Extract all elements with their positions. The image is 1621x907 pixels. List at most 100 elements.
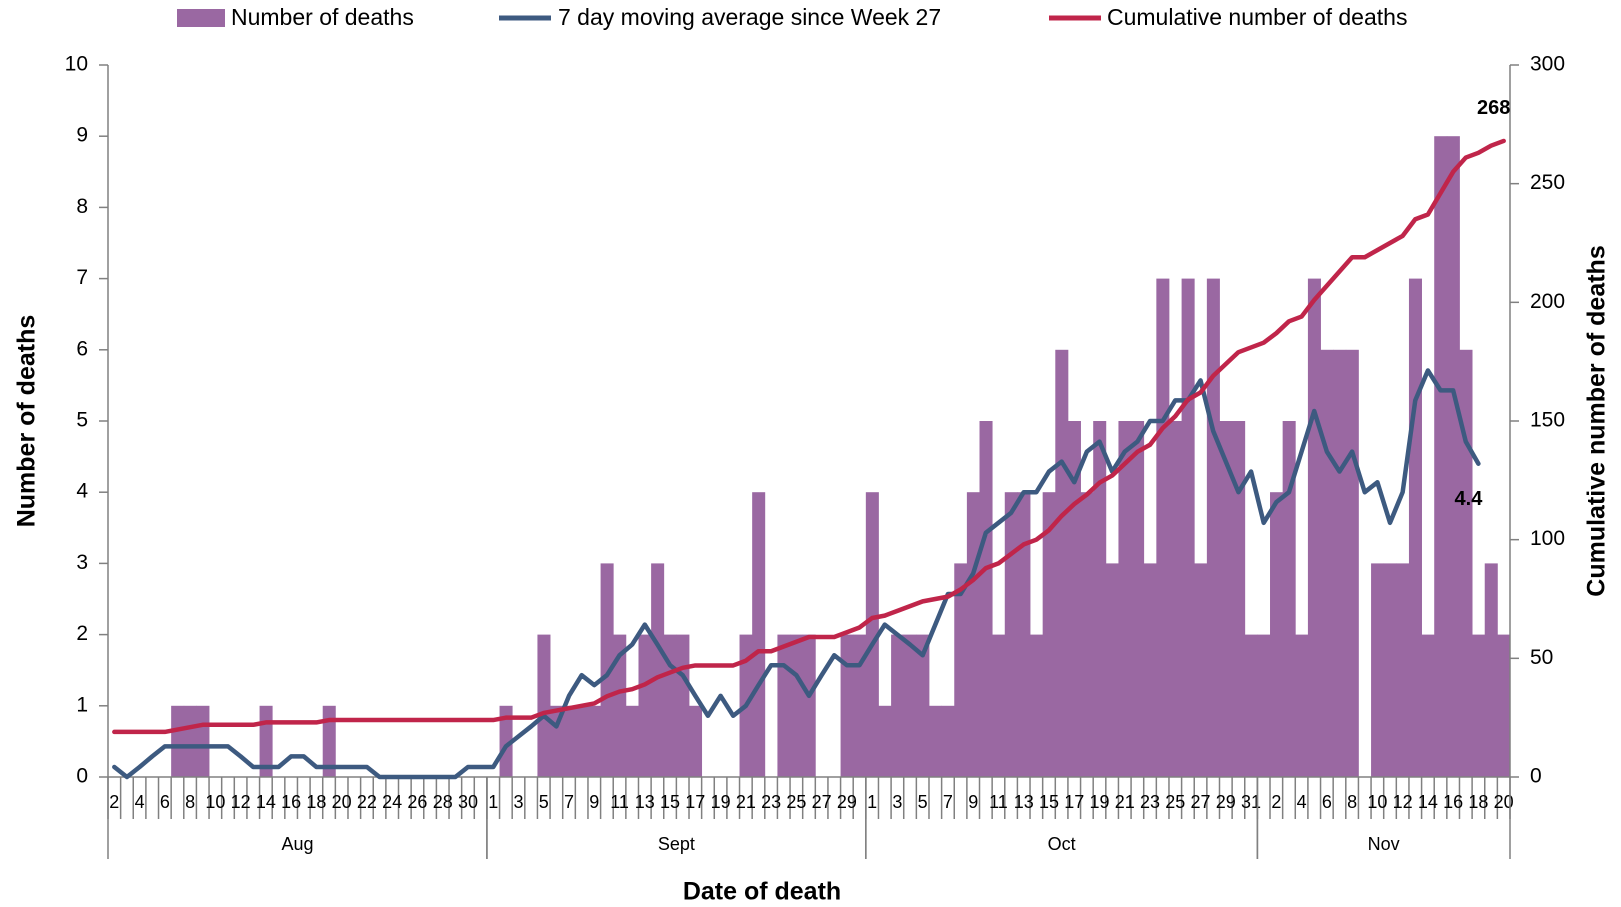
x-tick-label: 11 [989,792,1008,812]
x-tick-label: 6 [1322,792,1332,812]
data-label: 268 [1477,97,1510,119]
bar [1472,634,1486,777]
bar [1055,349,1069,777]
bar [499,705,513,777]
x-tick-label: 20 [332,792,352,812]
x-tick-label: 2 [1271,792,1281,812]
bar [1383,563,1397,777]
bar [928,705,943,777]
y-tick-label: 0 [76,765,88,788]
bar [790,634,804,777]
bar [1459,349,1473,777]
group-label: Aug [281,834,313,854]
bar [651,563,665,777]
bar [1118,421,1132,777]
bar [1131,421,1145,777]
bar [322,705,336,777]
x-tick-label: 1 [488,792,498,812]
y2-tick-label: 300 [1530,53,1565,76]
x-tick-label: 15 [660,792,680,812]
y2-tick-label: 200 [1530,290,1565,313]
y2-axis-title: Cumulative number of deaths [1583,245,1611,596]
x-tick-label: 22 [357,792,377,812]
group-label: Oct [1048,834,1076,854]
bar [1219,421,1233,777]
bar [1421,634,1435,777]
bar [1408,278,1422,777]
x-tick-label: 28 [433,792,453,812]
x-tick-label: 3 [892,792,902,812]
x-tick-label: 31 [1241,792,1261,812]
x-tick-label: 11 [610,792,629,812]
x-tick-label: 9 [589,792,599,812]
x-tick-label: 29 [837,792,857,812]
bar [992,634,1006,777]
x-tick-label: 16 [1443,792,1463,812]
y-tick-label: 4 [76,480,88,503]
bar [865,492,879,777]
x-tick-label: 18 [306,792,326,812]
bar [575,705,589,777]
x-tick-label: 25 [1165,792,1185,812]
bar [1497,634,1511,777]
bar [891,634,905,777]
bar [979,421,993,777]
bar [1194,563,1208,777]
bar [802,634,816,777]
legend-swatch [177,9,225,27]
x-tick-label: 19 [1089,792,1109,812]
bar [183,705,197,777]
x-tick-label: 3 [513,792,523,812]
x-tick-label: 10 [1367,792,1387,812]
x-tick-label: 14 [256,792,276,812]
bar [1282,421,1296,777]
bar [171,705,185,777]
y2-tick-label: 100 [1530,527,1565,550]
x-tick-label: 30 [458,792,478,812]
bar [196,705,210,777]
bar [954,563,968,777]
bar [562,705,576,777]
y-axis-title: Number of deaths [13,315,41,528]
bar [537,634,551,777]
bar [689,705,703,777]
y-tick-label: 5 [76,409,88,432]
x-tick-label: 17 [1064,792,1084,812]
x-tick-label: 16 [281,792,301,812]
x-tick-label: 5 [918,792,928,812]
y-tick-label: 2 [76,622,88,645]
x-tick-label: 25 [786,792,806,812]
x-tick-label: 23 [761,792,781,812]
bar [1371,563,1385,777]
bar [1232,421,1246,777]
x-tick-label: 21 [736,792,756,812]
bar [1206,278,1220,777]
bar [613,634,627,777]
x-tick-label: 9 [968,792,978,812]
y-tick-label: 9 [76,124,88,147]
y2-tick-label: 50 [1530,646,1553,669]
bar [1295,634,1309,777]
y2-tick-label: 0 [1530,765,1542,788]
x-tick-label: 20 [1494,792,1514,812]
bar [600,563,614,777]
group-label: Sept [658,834,695,854]
bar [1244,634,1258,777]
bar [1093,421,1107,777]
y-tick-label: 3 [76,551,88,574]
y-tick-label: 1 [76,693,88,716]
y-tick-label: 10 [65,53,88,76]
x-tick-label: 2 [109,792,119,812]
bar [1434,136,1448,777]
bar [1080,492,1094,777]
bar [1030,634,1044,777]
y-tick-label: 7 [76,266,88,289]
bar [1105,563,1119,777]
legend-label: 7 day moving average since Week 27 [558,4,941,30]
x-tick-label: 7 [564,792,574,812]
x-tick-label: 15 [1039,792,1059,812]
x-tick-label: 4 [135,792,145,812]
x-tick-label: 21 [1115,792,1135,812]
x-tick-label: 24 [382,792,402,812]
